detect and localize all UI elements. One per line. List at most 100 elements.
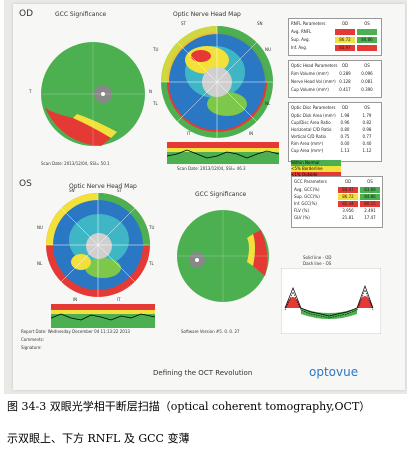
od-onh-title: Optic Nerve Head Map bbox=[173, 11, 241, 18]
od-onh-label-nl: NL bbox=[265, 101, 271, 106]
signature-label: Signature: bbox=[21, 345, 42, 350]
disc-row-label: Cup Area (mm²) bbox=[291, 148, 324, 153]
legend-outside: <1% Outside bbox=[291, 172, 341, 178]
od-scan-date-left: Scan Date: 2013/12/04, SSI= 50.1 bbox=[41, 161, 110, 166]
onh-cell-os: 0.081 bbox=[361, 79, 373, 84]
od-gcc-outside-region bbox=[45, 108, 111, 146]
os-onh-label-it: IT bbox=[117, 297, 121, 302]
od-onh-label-tu: TU bbox=[153, 47, 159, 52]
oct-report-photo: OD GCC Significance Optic Nerve Head Map… bbox=[4, 0, 407, 394]
od-gcc-label-n: N bbox=[149, 89, 152, 94]
profile-legend-solid: Solid line - OD bbox=[303, 255, 332, 260]
os-gcc-borderline-region bbox=[247, 234, 255, 266]
disc-table-title: Optic Disc Parameters bbox=[291, 105, 336, 110]
gcc-row-label: Avg. GCC(%) bbox=[294, 187, 320, 192]
gcc-col-od: OD bbox=[344, 179, 352, 184]
disc-cell-od: 0.80 bbox=[340, 127, 350, 132]
od-onh-label-nu: NU bbox=[265, 47, 271, 52]
gcc-cell-od: 21.81 bbox=[342, 215, 354, 220]
disc-col-os: OS bbox=[364, 105, 370, 110]
rnfl-cell-od: 83.97 bbox=[335, 45, 355, 51]
od-gcc-borderline-region bbox=[73, 114, 117, 138]
rnfl-cell-od: 86.72 bbox=[335, 37, 355, 43]
od-onh-label-it: IT bbox=[187, 131, 191, 136]
gcc-cell-os: 2.491 bbox=[364, 208, 376, 213]
significance-legend: Within Normal <5% Borderline <1% Outside bbox=[291, 160, 341, 178]
os-gcc-outside-region bbox=[253, 230, 268, 276]
os-onh-label-in: IN bbox=[73, 297, 78, 302]
od-gcc-title: GCC Significance bbox=[55, 11, 107, 18]
os-onh-label-tl: TL bbox=[149, 261, 154, 266]
od-onh-label-st: ST bbox=[181, 21, 186, 26]
os-onh-label-sn: SN bbox=[69, 188, 75, 193]
disc-cell-os: 0.98 bbox=[362, 127, 372, 132]
onh-row-label: Nerve Head Vol (mm³) bbox=[291, 79, 336, 84]
od-onh-label-sn: SN bbox=[257, 21, 263, 26]
gcc-row-label: GLV (%) bbox=[294, 215, 310, 220]
od-gcc-label-t: T bbox=[29, 89, 32, 94]
disc-cell-os: 1.12 bbox=[362, 148, 372, 153]
report-page: OD GCC Significance Optic Nerve Head Map… bbox=[13, 4, 405, 390]
disc-cell-os: 1.79 bbox=[362, 113, 372, 118]
onh-cell-os: 0.390 bbox=[361, 87, 373, 92]
gcc-cell-os: 17.47 bbox=[364, 215, 376, 220]
rnfl-row-label: Inf. Avg. bbox=[291, 45, 308, 50]
os-onh-label-nl: NL bbox=[37, 261, 43, 266]
software-version: Software Version #5. 0. 0. 27 bbox=[181, 329, 240, 334]
gcc-col-os: OS bbox=[367, 179, 373, 184]
onh-table-title: Optic Head Parameters bbox=[291, 63, 338, 68]
rnfl-row-label: Avg. RNFL bbox=[291, 29, 312, 34]
disc-row-label: Horizontal C/D Ratio bbox=[291, 127, 332, 132]
disc-cell-os: 0.82 bbox=[362, 120, 372, 125]
gcc-table-title: GCC Parameters bbox=[294, 179, 327, 184]
gcc-cell-os: 84.86 bbox=[360, 194, 380, 200]
disc-cell-od: 0.00 bbox=[340, 141, 350, 146]
disc-cell-od: 1.98 bbox=[340, 113, 350, 118]
disc-row-label: Rim Area (mm²) bbox=[291, 141, 324, 146]
os-eye-label: OS bbox=[19, 179, 32, 189]
od-onh-label-in: IN bbox=[249, 131, 254, 136]
os-onh-label-nu: NU bbox=[37, 225, 43, 230]
disc-row-label: Vertical C/D Ratio bbox=[291, 134, 327, 139]
disc-col-od: OD bbox=[341, 105, 349, 110]
gcc-parameters-table: GCC Parameters OD OS Avg. GCC(%) 83.47 83.… bbox=[291, 176, 383, 228]
gcc-cell-od: 3.956 bbox=[342, 208, 354, 213]
disc-cell-os: 0.77 bbox=[362, 134, 372, 139]
tagline: Defining the OCT Revolution bbox=[153, 369, 253, 377]
optic-disc-parameters-table: Optic Disc Parameters OD OS Optic Disk A… bbox=[288, 102, 382, 162]
disc-cell-od: 1.13 bbox=[340, 148, 350, 153]
od-gcc-significance-map bbox=[41, 42, 145, 146]
onh-col-os: OS bbox=[364, 63, 370, 68]
gcc-cell-od: 82.34 bbox=[338, 201, 358, 207]
gcc-cell-os: 80.15 bbox=[360, 201, 380, 207]
disc-cell-od: 0.75 bbox=[340, 134, 350, 139]
rnfl-parameters-table: RNFL Parameters OD OS Avg. RNFL Sup. Avg… bbox=[288, 18, 382, 56]
gcc-row-label: Inf. GCC(%) bbox=[294, 201, 317, 206]
rnfl-table-title: RNFL Parameters bbox=[291, 21, 326, 26]
od-onh-label-tl: TL bbox=[153, 101, 158, 106]
disc-row-label: Cup/Disc Area Ratio bbox=[291, 120, 331, 125]
onh-cell-od: 0.289 bbox=[339, 71, 351, 76]
figure-caption: 图 34-3 双眼光学相干断层扫描（optical coherent tomog… bbox=[7, 400, 371, 413]
gcc-cell-od: 83.47 bbox=[338, 187, 358, 193]
onh-cell-os: 0.096 bbox=[361, 71, 373, 76]
legend-borderline: <5% Borderline bbox=[291, 166, 341, 172]
od-scan-date-right: Scan Date: 2013/12/04, SSI= 46.3 bbox=[177, 166, 246, 171]
os-rnfl-profile bbox=[51, 304, 155, 328]
gcc-row-label: FLV (%) bbox=[294, 208, 310, 213]
od-eye-label: OD bbox=[19, 9, 34, 19]
onh-row-label: Rim Volume (mm³) bbox=[291, 71, 329, 76]
gcc-profile-comparison bbox=[281, 268, 381, 334]
rnfl-row-label: Sup. Avg. bbox=[291, 37, 310, 42]
rnfl-cell-od bbox=[335, 29, 355, 35]
gcc-row-label: Sup. GCC(%) bbox=[294, 194, 320, 199]
onh-cell-od: 0.128 bbox=[339, 79, 351, 84]
rnfl-col-od: OD bbox=[341, 21, 349, 26]
os-onh-label-st: ST bbox=[117, 188, 122, 193]
legend-normal: Within Normal bbox=[291, 160, 341, 166]
gcc-cell-od: 86.72 bbox=[338, 194, 358, 200]
os-onh-map bbox=[46, 193, 150, 297]
profile-legend-dash: Dash line - OS bbox=[303, 261, 332, 266]
optic-head-parameters-table: Optic Head Parameters OD OS Rim Volume (… bbox=[288, 60, 382, 98]
os-gcc-title: GCC Significance bbox=[195, 191, 247, 198]
